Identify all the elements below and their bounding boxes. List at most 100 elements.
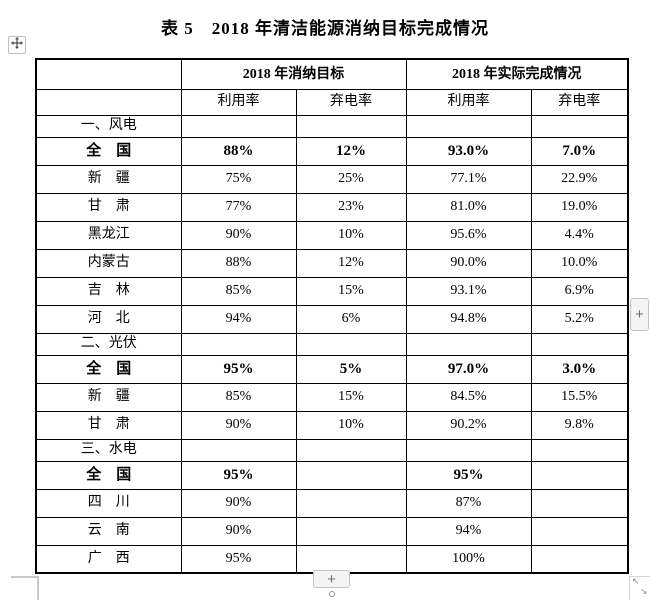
- row-label-cell[interactable]: 云 南: [35, 516, 182, 546]
- value-cell[interactable]: 90%: [180, 488, 297, 518]
- value-cell[interactable]: 95%: [180, 460, 297, 490]
- sub-header-cell[interactable]: 弃电率: [530, 88, 629, 116]
- row-label-cell[interactable]: 甘 肃: [35, 410, 182, 440]
- value-cell[interactable]: 23%: [295, 192, 407, 222]
- corner-blank-cell[interactable]: [35, 58, 182, 90]
- section-label-cell[interactable]: 一、风电: [35, 114, 182, 138]
- value-cell[interactable]: 85%: [180, 276, 297, 306]
- row-label-cell[interactable]: 内蒙古: [35, 248, 182, 278]
- value-cell[interactable]: 95%: [180, 354, 297, 384]
- value-cell[interactable]: [530, 460, 629, 490]
- value-cell[interactable]: [295, 488, 407, 518]
- value-cell[interactable]: 77.1%: [405, 164, 532, 194]
- empty-cell[interactable]: [180, 114, 297, 138]
- empty-cell[interactable]: [530, 114, 629, 138]
- group-header-actual[interactable]: 2018 年实际完成情况: [405, 58, 629, 90]
- value-cell[interactable]: 90.0%: [405, 248, 532, 278]
- empty-cell[interactable]: [295, 438, 407, 462]
- value-cell[interactable]: [295, 460, 407, 490]
- row-label-cell[interactable]: 广 西: [35, 544, 182, 574]
- value-cell[interactable]: 5%: [295, 354, 407, 384]
- row-label-cell[interactable]: 吉 林: [35, 276, 182, 306]
- section-label-cell[interactable]: 三、水电: [35, 438, 182, 462]
- empty-cell[interactable]: [295, 332, 407, 356]
- empty-cell[interactable]: [405, 114, 532, 138]
- value-cell[interactable]: 90.2%: [405, 410, 532, 440]
- value-cell[interactable]: 93.0%: [405, 136, 532, 166]
- row-label-cell[interactable]: 黑龙江: [35, 220, 182, 250]
- value-cell[interactable]: [295, 544, 407, 574]
- value-cell[interactable]: 95%: [180, 544, 297, 574]
- value-cell[interactable]: 77%: [180, 192, 297, 222]
- row-label-cell[interactable]: 甘 肃: [35, 192, 182, 222]
- row-label-cell[interactable]: 全 国: [35, 136, 182, 166]
- value-cell[interactable]: 94.8%: [405, 304, 532, 334]
- section-label-cell[interactable]: 二、光伏: [35, 332, 182, 356]
- value-cell[interactable]: 7.0%: [530, 136, 629, 166]
- empty-cell[interactable]: [295, 114, 407, 138]
- value-cell[interactable]: 97.0%: [405, 354, 532, 384]
- empty-cell[interactable]: [180, 438, 297, 462]
- value-cell[interactable]: 4.4%: [530, 220, 629, 250]
- section-row: 三、水电: [35, 438, 629, 462]
- corner-blank-cell[interactable]: [35, 88, 182, 116]
- sub-header-cell[interactable]: 弃电率: [295, 88, 407, 116]
- value-cell[interactable]: 12%: [295, 248, 407, 278]
- value-cell[interactable]: 94%: [180, 304, 297, 334]
- table-row: 云 南 90% 94%: [35, 516, 629, 546]
- sub-header-cell[interactable]: 利用率: [180, 88, 297, 116]
- value-cell[interactable]: [295, 516, 407, 546]
- row-label-cell[interactable]: 新 疆: [35, 382, 182, 412]
- value-cell[interactable]: 10%: [295, 220, 407, 250]
- value-cell[interactable]: 85%: [180, 382, 297, 412]
- value-cell[interactable]: 22.9%: [530, 164, 629, 194]
- row-label-cell[interactable]: 四 川: [35, 488, 182, 518]
- value-cell[interactable]: 3.0%: [530, 354, 629, 384]
- group-header-target[interactable]: 2018 年消纳目标: [180, 58, 407, 90]
- value-cell[interactable]: 6.9%: [530, 276, 629, 306]
- value-cell[interactable]: 9.8%: [530, 410, 629, 440]
- value-cell[interactable]: 90%: [180, 516, 297, 546]
- value-cell[interactable]: 88%: [180, 248, 297, 278]
- row-label-cell[interactable]: 全 国: [35, 460, 182, 490]
- table-move-handle[interactable]: [8, 36, 26, 54]
- value-cell[interactable]: 15%: [295, 276, 407, 306]
- value-cell[interactable]: 12%: [295, 136, 407, 166]
- value-cell[interactable]: 25%: [295, 164, 407, 194]
- value-cell[interactable]: 15.5%: [530, 382, 629, 412]
- value-cell[interactable]: 95%: [405, 460, 532, 490]
- table-resize-handle[interactable]: ↖ ↘: [629, 576, 650, 600]
- table-title[interactable]: 表 5 2018 年清洁能源消纳目标完成情况: [161, 19, 489, 38]
- value-cell[interactable]: 93.1%: [405, 276, 532, 306]
- sub-header-cell[interactable]: 利用率: [405, 88, 532, 116]
- value-cell[interactable]: 5.2%: [530, 304, 629, 334]
- value-cell[interactable]: 75%: [180, 164, 297, 194]
- empty-cell[interactable]: [405, 438, 532, 462]
- value-cell[interactable]: 6%: [295, 304, 407, 334]
- value-cell[interactable]: 95.6%: [405, 220, 532, 250]
- row-label-cell[interactable]: 全 国: [35, 354, 182, 384]
- value-cell[interactable]: 100%: [405, 544, 532, 574]
- empty-cell[interactable]: [180, 332, 297, 356]
- value-cell[interactable]: 19.0%: [530, 192, 629, 222]
- value-cell[interactable]: 88%: [180, 136, 297, 166]
- value-cell[interactable]: 15%: [295, 382, 407, 412]
- value-cell[interactable]: 10.0%: [530, 248, 629, 278]
- value-cell[interactable]: 90%: [180, 410, 297, 440]
- value-cell[interactable]: [530, 516, 629, 546]
- value-cell[interactable]: 87%: [405, 488, 532, 518]
- empty-cell[interactable]: [530, 332, 629, 356]
- empty-cell[interactable]: [405, 332, 532, 356]
- value-cell[interactable]: 84.5%: [405, 382, 532, 412]
- value-cell[interactable]: 94%: [405, 516, 532, 546]
- value-cell[interactable]: [530, 488, 629, 518]
- row-label-cell[interactable]: 新 疆: [35, 164, 182, 194]
- value-cell[interactable]: [530, 544, 629, 574]
- empty-cell[interactable]: [530, 438, 629, 462]
- value-cell[interactable]: 90%: [180, 220, 297, 250]
- value-cell[interactable]: 81.0%: [405, 192, 532, 222]
- value-cell[interactable]: 10%: [295, 410, 407, 440]
- add-row-button[interactable]: +: [313, 570, 350, 588]
- row-label-cell[interactable]: 河 北: [35, 304, 182, 334]
- add-column-button[interactable]: +: [630, 298, 649, 331]
